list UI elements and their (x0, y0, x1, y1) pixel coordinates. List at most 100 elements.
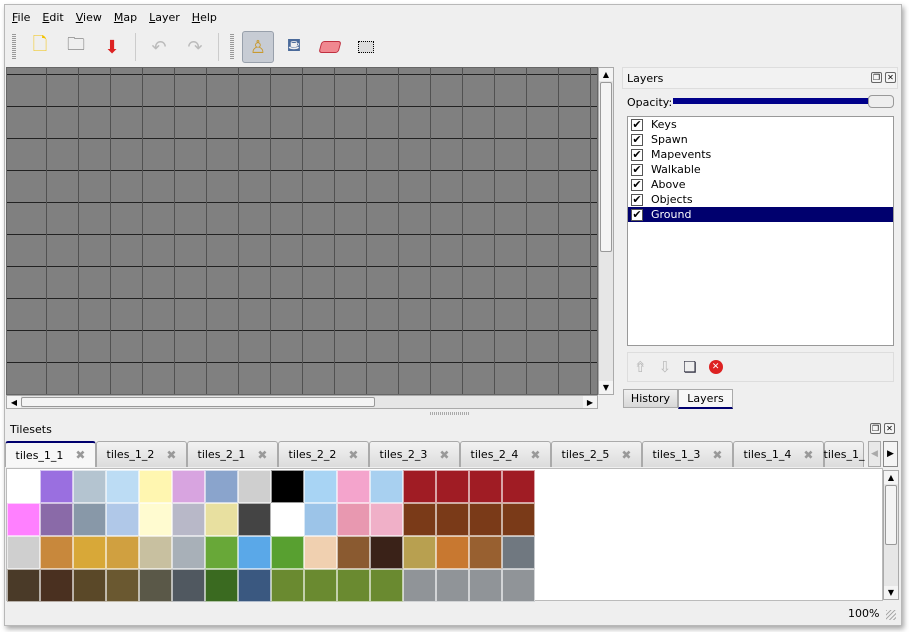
tileset-tab[interactable]: tiles_1_4 ✖ (733, 441, 824, 467)
tile[interactable] (7, 536, 40, 569)
menu-help[interactable]: Help (191, 11, 217, 24)
tile[interactable] (337, 569, 370, 602)
tile[interactable] (172, 470, 205, 503)
raise-layer-icon[interactable]: ⇮ (634, 358, 647, 376)
tile[interactable] (502, 536, 535, 569)
menu-file[interactable]: File (12, 11, 31, 24)
map-horizontal-scrollbar[interactable]: ◀ ▶ (6, 395, 598, 409)
scroll-thumb[interactable] (885, 485, 897, 545)
tile[interactable] (73, 503, 106, 536)
scroll-right-icon[interactable]: ▶ (583, 396, 597, 408)
close-tab-icon[interactable]: ✖ (530, 447, 541, 462)
tab-history[interactable]: History (623, 389, 678, 408)
tile[interactable] (469, 470, 502, 503)
tile[interactable] (106, 503, 139, 536)
tile[interactable] (106, 470, 139, 503)
tile[interactable] (172, 569, 205, 602)
undo-icon[interactable]: ↶ (151, 36, 167, 58)
tile[interactable] (7, 569, 40, 602)
tile[interactable] (205, 503, 238, 536)
tile[interactable] (337, 470, 370, 503)
tile[interactable] (469, 503, 502, 536)
tile[interactable] (403, 569, 436, 602)
tile[interactable] (370, 503, 403, 536)
tileset-tab[interactable]: tiles_1_3 ✖ (642, 441, 733, 467)
visibility-checkbox[interactable]: ✔ (631, 132, 643, 146)
tile[interactable] (271, 503, 304, 536)
lower-layer-icon[interactable]: ⇩ (658, 358, 672, 376)
tile[interactable] (304, 569, 337, 602)
close-tab-icon[interactable]: ✖ (257, 447, 268, 462)
tile[interactable] (73, 569, 106, 602)
tile[interactable] (238, 503, 271, 536)
tile[interactable] (106, 536, 139, 569)
tabs-scroll-right-icon[interactable]: ▶ (883, 441, 898, 467)
tile[interactable] (271, 569, 304, 602)
tile[interactable] (436, 503, 469, 536)
map-canvas[interactable] (6, 67, 598, 395)
close-tab-icon[interactable]: ✖ (439, 447, 450, 462)
toolbar-grip[interactable] (12, 34, 16, 60)
opacity-slider-handle[interactable] (868, 95, 894, 108)
tileset-tab[interactable]: tiles_2_1 ✖ (187, 441, 278, 467)
tabs-scroll-left-icon[interactable]: ◀ (868, 441, 881, 467)
scroll-thumb[interactable] (600, 82, 612, 252)
float-icon[interactable]: ❐ (871, 72, 882, 83)
tile[interactable] (403, 536, 436, 569)
layer-row[interactable]: ✔ Above (628, 177, 893, 192)
stamp-brush-icon[interactable]: ♙ (242, 31, 274, 63)
scroll-down-icon[interactable]: ▼ (884, 586, 898, 599)
tile[interactable] (469, 569, 502, 602)
tile[interactable] (304, 503, 337, 536)
tileset-tab[interactable]: tiles_1_2 ✖ (96, 441, 187, 467)
visibility-checkbox[interactable]: ✔ (631, 162, 643, 176)
tile[interactable] (271, 536, 304, 569)
tile[interactable] (370, 536, 403, 569)
tile[interactable] (304, 470, 337, 503)
tile[interactable] (73, 536, 106, 569)
tile[interactable] (238, 569, 271, 602)
scroll-up-icon[interactable]: ▲ (884, 471, 898, 484)
tile[interactable] (337, 503, 370, 536)
tile[interactable] (40, 536, 73, 569)
close-icon[interactable]: ✕ (884, 423, 895, 434)
rectangle-select-icon[interactable] (350, 31, 382, 63)
tile[interactable] (502, 503, 535, 536)
tile[interactable] (370, 569, 403, 602)
tileset-vertical-scrollbar[interactable]: ▲ ▼ (883, 470, 899, 600)
tile[interactable] (106, 569, 139, 602)
splitter-handle[interactable] (430, 412, 470, 415)
tile[interactable] (238, 470, 271, 503)
open-folder-icon[interactable]: 🗀 (67, 34, 85, 55)
duplicate-layer-icon[interactable]: ❏ (683, 358, 697, 376)
layer-row[interactable]: ✔ Spawn (628, 132, 893, 147)
menu-view[interactable]: View (75, 11, 102, 24)
visibility-checkbox[interactable]: ✔ (631, 117, 643, 131)
tile[interactable] (436, 536, 469, 569)
tile[interactable] (304, 536, 337, 569)
tile[interactable] (139, 470, 172, 503)
delete-layer-icon[interactable]: ✕ (708, 360, 723, 374)
close-tab-icon[interactable]: ✖ (166, 447, 177, 462)
tile[interactable] (7, 503, 40, 536)
scroll-thumb[interactable] (21, 397, 375, 407)
visibility-checkbox[interactable]: ✔ (631, 207, 643, 221)
layer-row[interactable]: ✔ Mapevents (628, 147, 893, 162)
scroll-up-icon[interactable]: ▲ (599, 68, 613, 81)
opacity-slider[interactable] (673, 98, 873, 104)
tileset-tab[interactable]: tiles_1_1 ✖ (5, 441, 96, 467)
layer-row[interactable]: ✔ Objects (628, 192, 893, 207)
bucket-fill-icon[interactable]: ⛾ (286, 35, 302, 56)
tile[interactable] (205, 470, 238, 503)
tile[interactable] (40, 503, 73, 536)
tileset-tab[interactable]: tiles_2_2 ✖ (278, 441, 369, 467)
redo-icon[interactable]: ↷ (187, 36, 203, 58)
tile[interactable] (7, 470, 40, 503)
tile[interactable] (172, 503, 205, 536)
tileset-tab[interactable]: tiles_2_4 ✖ (460, 441, 551, 467)
tile[interactable] (205, 569, 238, 602)
visibility-checkbox[interactable]: ✔ (631, 177, 643, 191)
visibility-checkbox[interactable]: ✔ (631, 147, 643, 161)
tileset-tab[interactable]: tiles_2_3 ✖ (369, 441, 460, 467)
layer-row[interactable]: ✔ Ground (628, 207, 893, 222)
